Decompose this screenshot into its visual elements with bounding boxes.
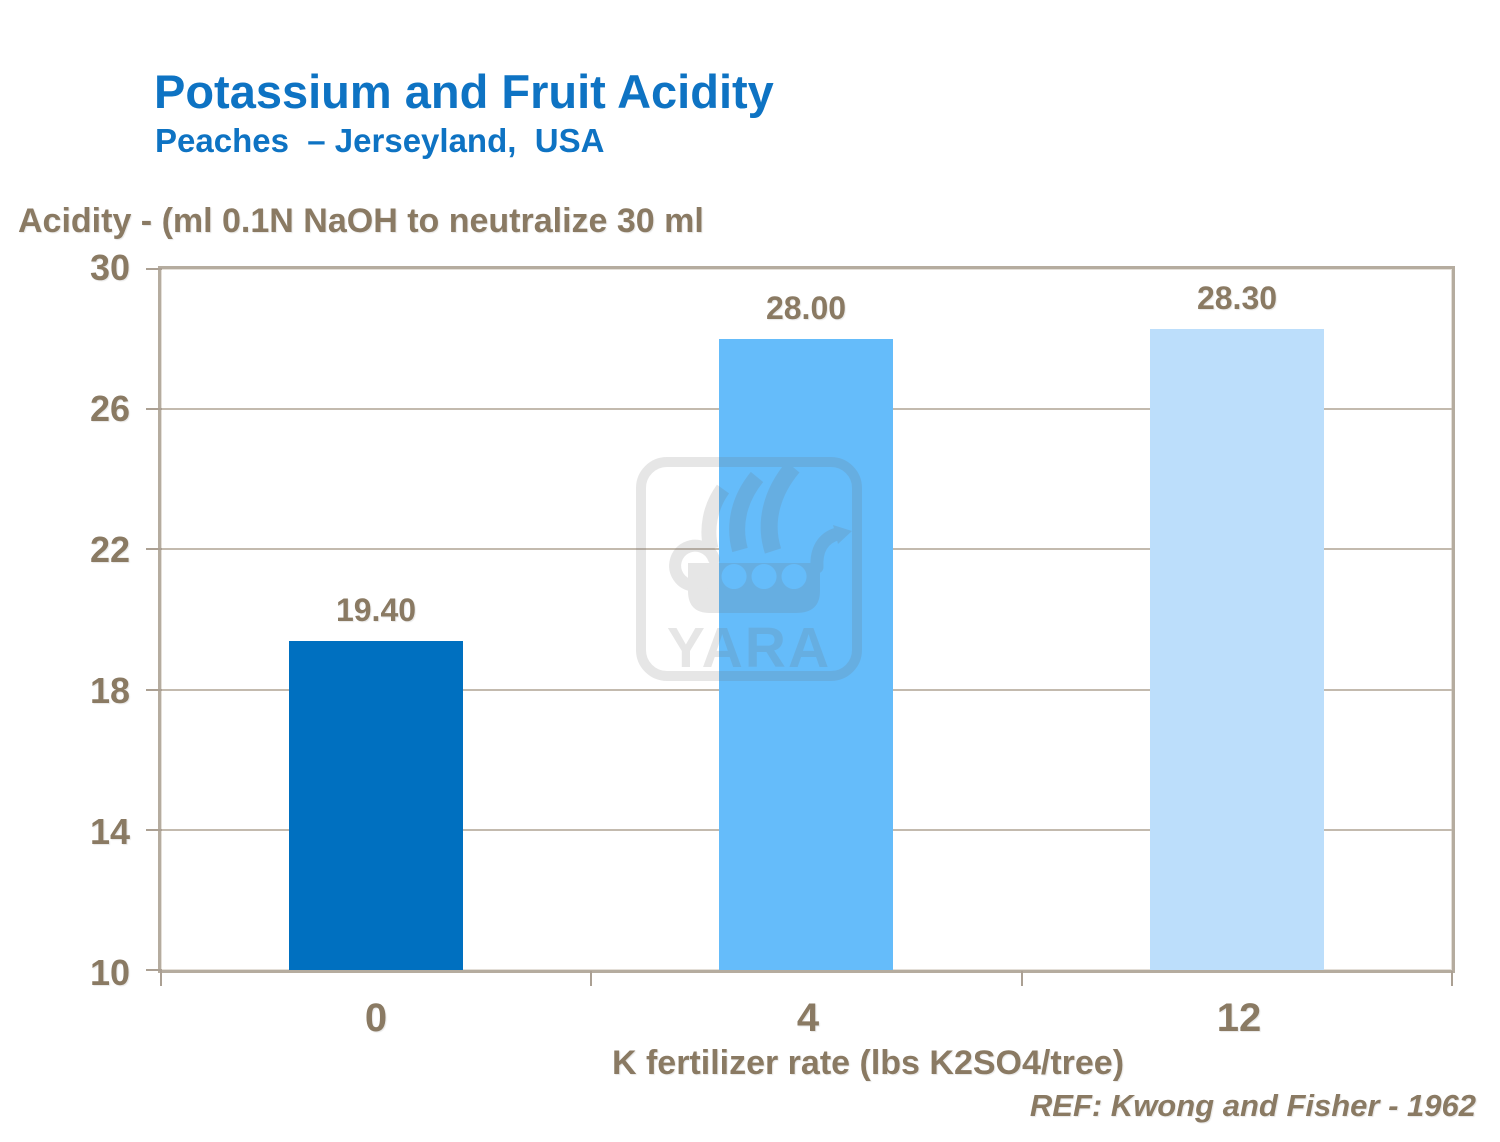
y-axis-tick [146, 828, 162, 831]
x-axis-tick [590, 971, 593, 986]
bar-value-label: 28.30 [1196, 279, 1278, 316]
y-tick-label-30: 30 [89, 247, 130, 288]
y-axis-tick [146, 268, 162, 270]
y-tick-label-18: 18 [89, 670, 130, 711]
bar-value-label: 19.40 [335, 591, 417, 628]
y-axis-tick [146, 969, 162, 971]
y-tick-label-22: 22 [89, 529, 130, 570]
y-tick-label-14: 14 [89, 811, 130, 852]
chart-subtitle: Peaches – Jerseyland, USA [155, 122, 605, 159]
x-tick-label-0: 0 [364, 996, 388, 1040]
plot-area: 19.40 28.00 28.30 [146, 266, 1455, 986]
chart-title: Potassium and Fruit Acidity [154, 65, 774, 118]
x-axis-tick [1451, 971, 1453, 986]
y-tick-label-10: 10 [89, 952, 130, 993]
x-axis-title: K fertilizer rate (lbs K2SO4/tree) [611, 1044, 1125, 1082]
reference-note: REF: Kwong and Fisher - 1962 [1029, 1088, 1476, 1123]
bar-k-rate-12: 28.30 [1150, 280, 1324, 970]
bar-k-rate-0: 19.40 [289, 592, 463, 970]
y-tick-label-26: 26 [89, 388, 130, 429]
x-tick-label-12: 12 [1216, 996, 1262, 1040]
y-axis-tick [146, 548, 162, 551]
x-axis-tick [1020, 971, 1023, 986]
y-axis-tick [146, 688, 162, 691]
x-axis-tick [160, 971, 162, 986]
bar-value-label: 28.00 [765, 290, 847, 327]
y-axis-title: Acidity - (ml 0.1N NaOH to neutralize 30… [18, 202, 704, 240]
bar-k-rate-4: 28.00 [719, 290, 893, 970]
x-tick-label-4: 4 [796, 996, 820, 1040]
y-axis-tick [146, 408, 162, 411]
